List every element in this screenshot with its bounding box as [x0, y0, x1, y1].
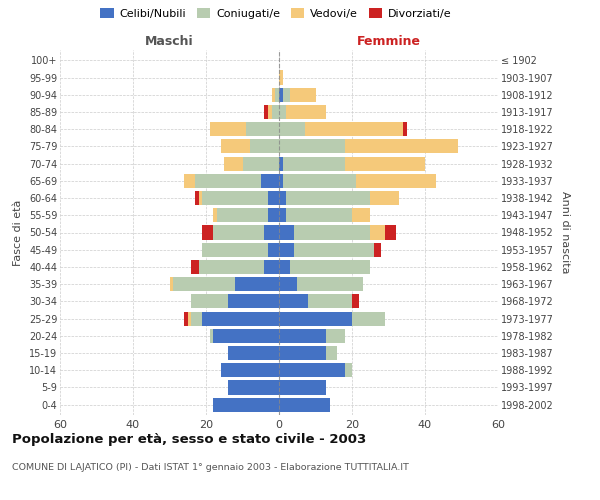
Bar: [184, 312, 188, 326]
Bar: [403, 122, 407, 136]
Bar: [279, 156, 283, 170]
Bar: [279, 294, 308, 308]
Bar: [279, 174, 283, 188]
Bar: [221, 363, 279, 378]
Bar: [279, 260, 290, 274]
Bar: [195, 174, 261, 188]
Bar: [213, 226, 265, 239]
Bar: [279, 70, 283, 85]
Bar: [169, 277, 173, 291]
Bar: [265, 226, 279, 239]
Bar: [283, 174, 356, 188]
Bar: [279, 226, 293, 239]
Bar: [228, 294, 279, 308]
Bar: [202, 191, 268, 205]
Bar: [283, 156, 344, 170]
Bar: [279, 242, 293, 257]
Bar: [221, 140, 250, 153]
Bar: [283, 88, 290, 102]
Bar: [250, 140, 279, 153]
Bar: [279, 312, 352, 326]
Bar: [235, 277, 279, 291]
Y-axis label: Fasce di età: Fasce di età: [13, 200, 23, 266]
Bar: [352, 208, 370, 222]
Bar: [370, 226, 385, 239]
Bar: [195, 191, 199, 205]
Bar: [209, 328, 214, 343]
Bar: [370, 191, 400, 205]
Y-axis label: Anni di nascita: Anni di nascita: [560, 191, 571, 274]
Text: Femmine: Femmine: [356, 36, 421, 49]
Bar: [272, 105, 279, 119]
Bar: [202, 312, 279, 326]
Bar: [242, 156, 279, 170]
Bar: [352, 312, 385, 326]
Bar: [268, 242, 279, 257]
Bar: [279, 277, 297, 291]
Legend: Celibi/Nubili, Coniugati/e, Vedovi/e, Divorziati/e: Celibi/Nubili, Coniugati/e, Vedovi/e, Di…: [100, 8, 452, 19]
Bar: [279, 380, 326, 394]
Bar: [352, 294, 359, 308]
Bar: [224, 156, 242, 170]
Bar: [305, 122, 403, 136]
Bar: [279, 191, 286, 205]
Bar: [191, 312, 202, 326]
Bar: [202, 242, 268, 257]
Bar: [268, 191, 279, 205]
Bar: [191, 294, 228, 308]
Bar: [374, 242, 381, 257]
Text: Popolazione per età, sesso e stato civile - 2003: Popolazione per età, sesso e stato civil…: [12, 432, 366, 446]
Bar: [308, 294, 352, 308]
Bar: [173, 277, 235, 291]
Bar: [265, 260, 279, 274]
Bar: [184, 174, 195, 188]
Text: COMUNE DI LAJATICO (PI) - Dati ISTAT 1° gennaio 2003 - Elaborazione TUTTITALIA.I: COMUNE DI LAJATICO (PI) - Dati ISTAT 1° …: [12, 462, 409, 471]
Bar: [344, 156, 425, 170]
Bar: [293, 226, 370, 239]
Bar: [228, 380, 279, 394]
Bar: [290, 260, 370, 274]
Bar: [214, 398, 279, 411]
Bar: [279, 363, 344, 378]
Bar: [326, 346, 337, 360]
Text: Maschi: Maschi: [145, 36, 194, 49]
Bar: [279, 398, 330, 411]
Bar: [268, 105, 272, 119]
Bar: [275, 88, 279, 102]
Bar: [265, 105, 268, 119]
Bar: [293, 242, 374, 257]
Bar: [286, 105, 326, 119]
Bar: [199, 260, 265, 274]
Bar: [214, 328, 279, 343]
Bar: [344, 140, 458, 153]
Bar: [279, 105, 286, 119]
Bar: [279, 328, 326, 343]
Bar: [199, 191, 202, 205]
Bar: [344, 363, 352, 378]
Bar: [261, 174, 279, 188]
Bar: [217, 208, 268, 222]
Bar: [268, 208, 279, 222]
Bar: [279, 140, 344, 153]
Bar: [214, 208, 217, 222]
Bar: [286, 208, 352, 222]
Bar: [228, 346, 279, 360]
Bar: [290, 88, 316, 102]
Bar: [279, 122, 305, 136]
Bar: [297, 277, 363, 291]
Bar: [356, 174, 436, 188]
Bar: [279, 208, 286, 222]
Bar: [326, 328, 344, 343]
Bar: [246, 122, 279, 136]
Bar: [188, 312, 191, 326]
Bar: [385, 226, 396, 239]
Bar: [209, 122, 246, 136]
Bar: [191, 260, 199, 274]
Bar: [286, 191, 370, 205]
Bar: [202, 226, 214, 239]
Bar: [279, 88, 283, 102]
Bar: [272, 88, 275, 102]
Bar: [279, 346, 326, 360]
